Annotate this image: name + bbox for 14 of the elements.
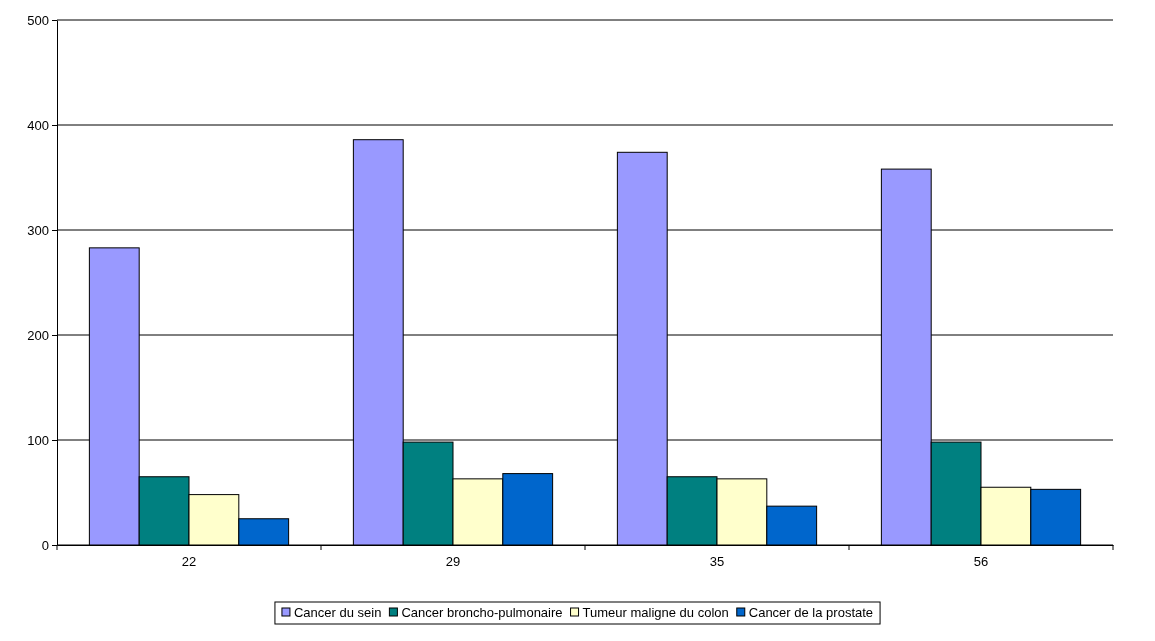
legend-label: Cancer de la prostate	[748, 605, 874, 620]
y-tick-label: 300	[27, 222, 49, 238]
legend-label: Cancer du sein	[293, 605, 382, 620]
legend-label: Cancer broncho-pulmonaire	[401, 605, 563, 620]
x-tick-label: 22	[181, 554, 197, 570]
y-tick-label: 500	[27, 12, 49, 28]
y-tick-label: 0	[41, 537, 49, 553]
legend-label: Tumeur maligne du colon	[582, 605, 729, 620]
y-tick-label: 400	[27, 117, 49, 133]
x-tick-label: 56	[973, 554, 989, 570]
y-tick-label: 100	[27, 432, 49, 448]
y-tick-label: 200	[27, 327, 49, 343]
x-tick-label: 35	[709, 554, 725, 570]
x-tick-label: 29	[445, 554, 461, 570]
